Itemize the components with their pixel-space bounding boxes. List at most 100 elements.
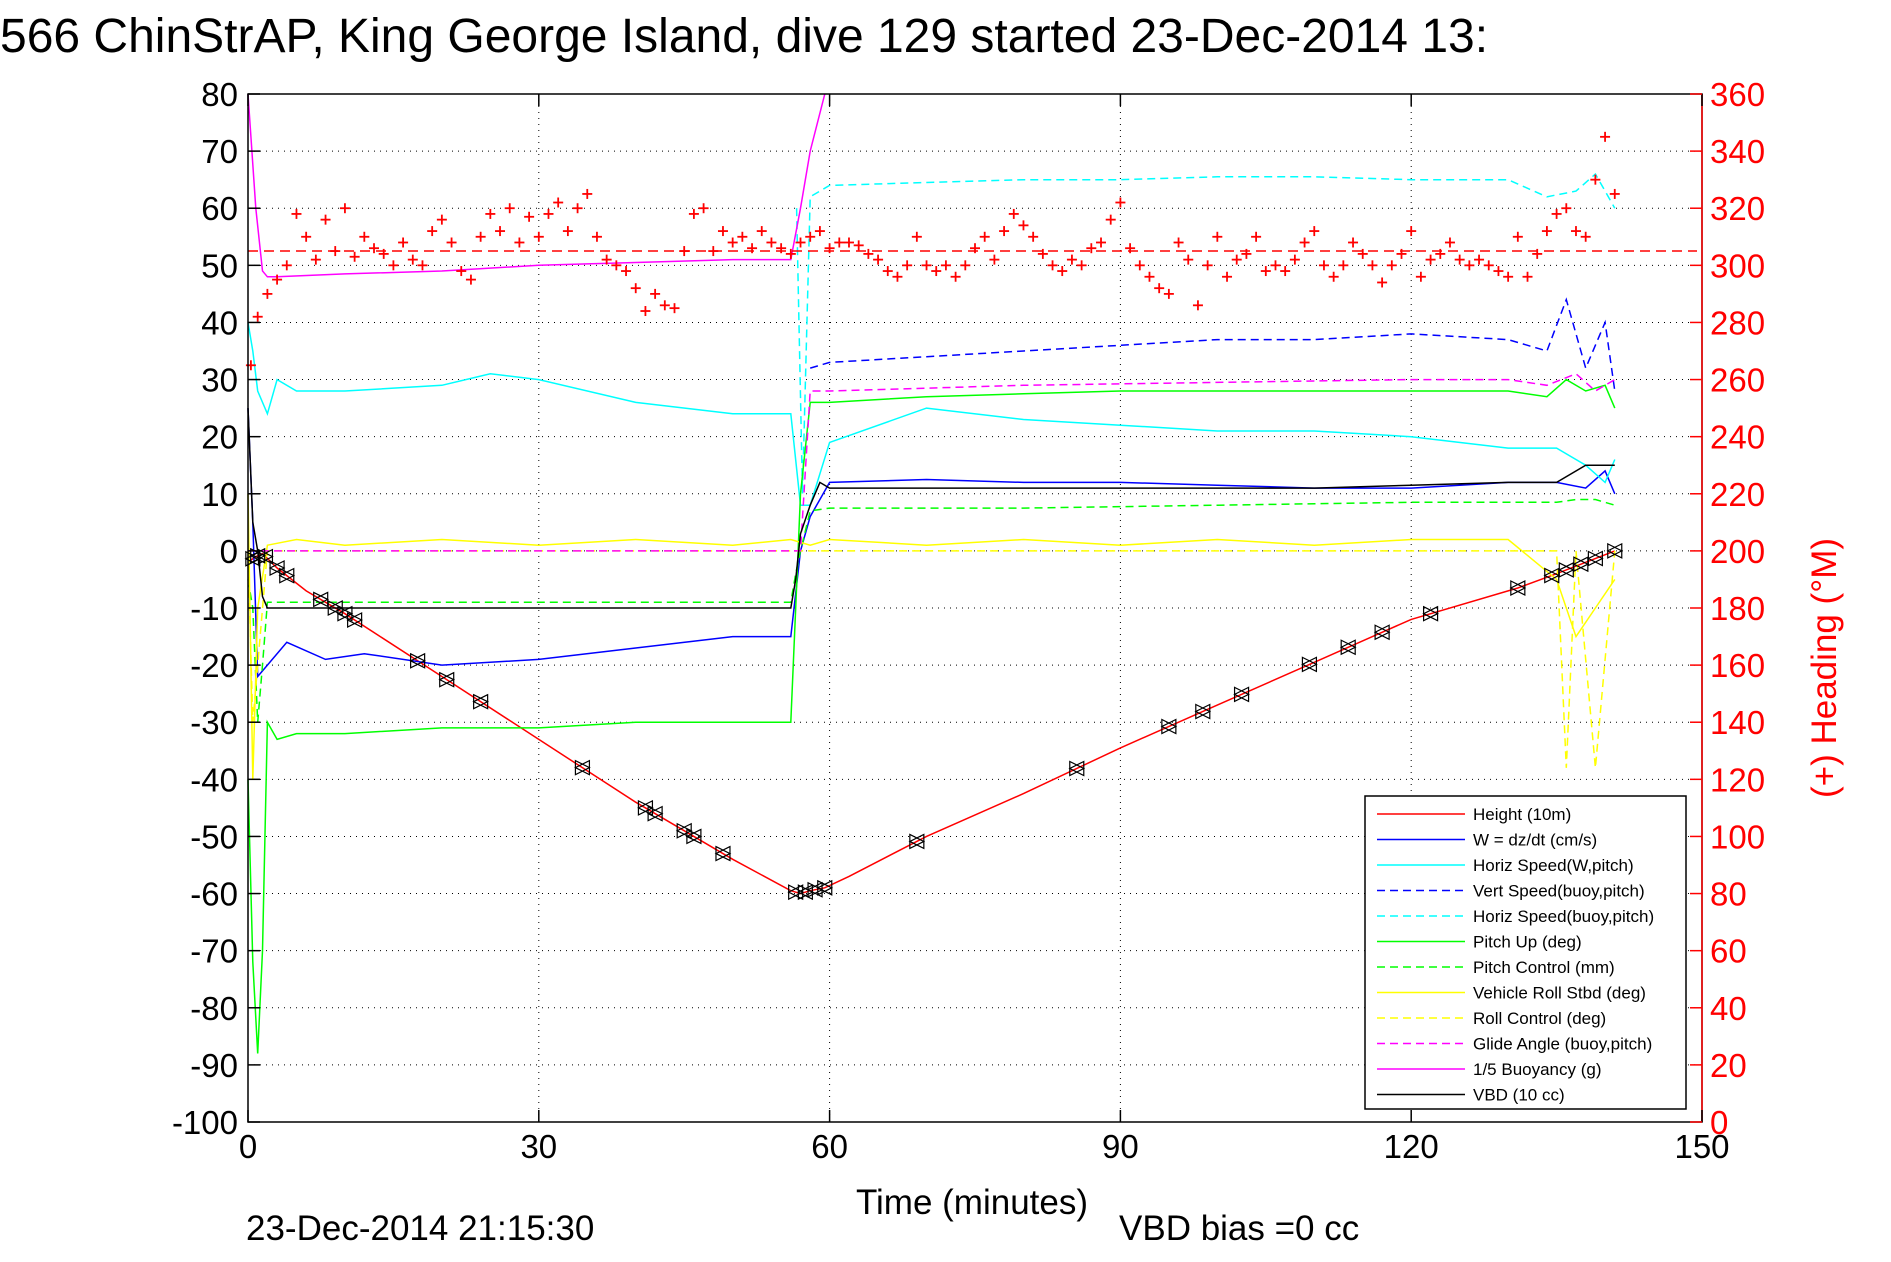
series-layer — [247, 93, 1616, 1054]
heading-marker — [330, 246, 341, 257]
heading-marker — [999, 226, 1010, 237]
y-tick-label: -60 — [190, 876, 238, 913]
x-tick-label: 0 — [239, 1128, 257, 1165]
heading-marker — [1222, 271, 1233, 282]
heading-marker — [301, 231, 312, 242]
heading-marker — [814, 226, 825, 237]
y-right-tick-label: 240 — [1710, 419, 1765, 456]
series-line-7 — [247, 493, 1616, 780]
heading-marker — [1357, 248, 1368, 259]
y-right-tick-label: 320 — [1710, 190, 1765, 227]
heading-marker — [1173, 237, 1184, 248]
heading-marker — [1600, 131, 1611, 142]
heading-marker — [1338, 260, 1349, 271]
heading-marker — [1018, 220, 1029, 231]
heading-marker — [1561, 203, 1572, 214]
series-line-8 — [247, 550, 1616, 768]
heading-marker — [456, 266, 467, 277]
legend-label-11: VBD (10 cc) — [1473, 1086, 1565, 1105]
heading-marker — [359, 231, 370, 242]
height-marker-mirror — [346, 612, 363, 628]
height-marker-mirror — [816, 879, 833, 896]
heading-marker — [553, 197, 564, 208]
height-marker-mirror — [1373, 624, 1390, 641]
heading-marker — [369, 243, 380, 254]
height-marker-mirror — [1068, 760, 1085, 777]
heading-marker — [1270, 260, 1281, 271]
height-marker-mirror — [326, 600, 343, 616]
height-marker-mirror — [1233, 686, 1250, 703]
heading-marker — [824, 243, 835, 254]
y-axis-right-label: (+) Heading (°M) — [1805, 538, 1844, 798]
heading-marker — [1386, 260, 1397, 271]
heading-marker — [310, 254, 321, 265]
heading-marker — [766, 237, 777, 248]
heading-marker — [1105, 214, 1116, 225]
series-line-3 — [809, 297, 1616, 392]
heading-marker — [853, 240, 864, 251]
heading-marker — [834, 237, 845, 248]
heading-marker — [1367, 260, 1378, 271]
height-marker-mirror — [675, 822, 692, 839]
heading-marker — [1503, 271, 1514, 282]
heading-marker — [1512, 231, 1523, 242]
legend-label-3: Vert Speed(buoy,pitch) — [1473, 882, 1645, 901]
heading-marker — [582, 188, 593, 199]
height-marker-mirror — [908, 833, 925, 850]
x-tick-label: 30 — [520, 1128, 557, 1165]
y-tick-label: -20 — [190, 647, 238, 684]
heading-marker — [591, 231, 602, 242]
heading-marker — [882, 266, 893, 277]
legend-label-9: Glide Angle (buoy,pitch) — [1473, 1035, 1652, 1054]
height-marker-mirror — [409, 652, 426, 669]
heading-marker — [1066, 254, 1077, 265]
height-marker-mirror — [685, 828, 702, 845]
series-line-6 — [247, 498, 1616, 723]
heading-marker — [1532, 248, 1543, 259]
heading-marker — [562, 226, 573, 237]
heading-marker — [989, 254, 1000, 265]
y-right-tick-label: 40 — [1710, 990, 1747, 1027]
y-tick-label: -80 — [190, 990, 238, 1027]
heading-marker — [911, 231, 922, 242]
y-right-tick-label: 220 — [1710, 476, 1765, 513]
heading-marker — [543, 208, 554, 219]
heading-marker — [747, 243, 758, 254]
heading-marker — [378, 248, 389, 259]
heading-marker — [960, 260, 971, 271]
heading-marker — [572, 203, 583, 214]
y-right-tick-label: 60 — [1710, 933, 1747, 970]
y-right-tick-label: 260 — [1710, 362, 1765, 399]
height-marker-mirror — [278, 567, 295, 584]
height-marker-mirror — [472, 693, 489, 710]
heading-marker — [902, 260, 913, 271]
y-right-tick-label: 140 — [1710, 704, 1765, 741]
heading-marker — [1241, 248, 1252, 259]
heading-marker — [1163, 288, 1174, 299]
height-marker-mirror — [1422, 605, 1439, 622]
heading-marker — [1202, 260, 1213, 271]
heading-marker — [446, 237, 457, 248]
heading-marker — [805, 231, 816, 242]
heading-marker — [1076, 260, 1087, 271]
y-tick-label: 70 — [201, 133, 238, 170]
heading-marker — [1086, 243, 1097, 254]
y-right-tick-label: 300 — [1710, 247, 1765, 284]
heading-marker — [873, 254, 884, 265]
heading-marker — [485, 208, 496, 219]
height-marker-mirror — [646, 805, 663, 822]
heading-marker — [1144, 271, 1155, 282]
heading-marker — [1134, 260, 1145, 271]
heading-marker — [1493, 266, 1504, 277]
height-marker-mirror — [257, 548, 274, 565]
heading-marker — [640, 306, 651, 317]
heading-marker — [339, 203, 350, 214]
heading-marker — [1096, 237, 1107, 248]
heading-marker — [970, 243, 980, 254]
heading-marker — [921, 260, 932, 271]
x-tick-label: 150 — [1674, 1128, 1729, 1165]
heading-marker — [776, 243, 787, 254]
height-marker-mirror — [336, 605, 353, 622]
heading-marker — [1115, 197, 1126, 208]
